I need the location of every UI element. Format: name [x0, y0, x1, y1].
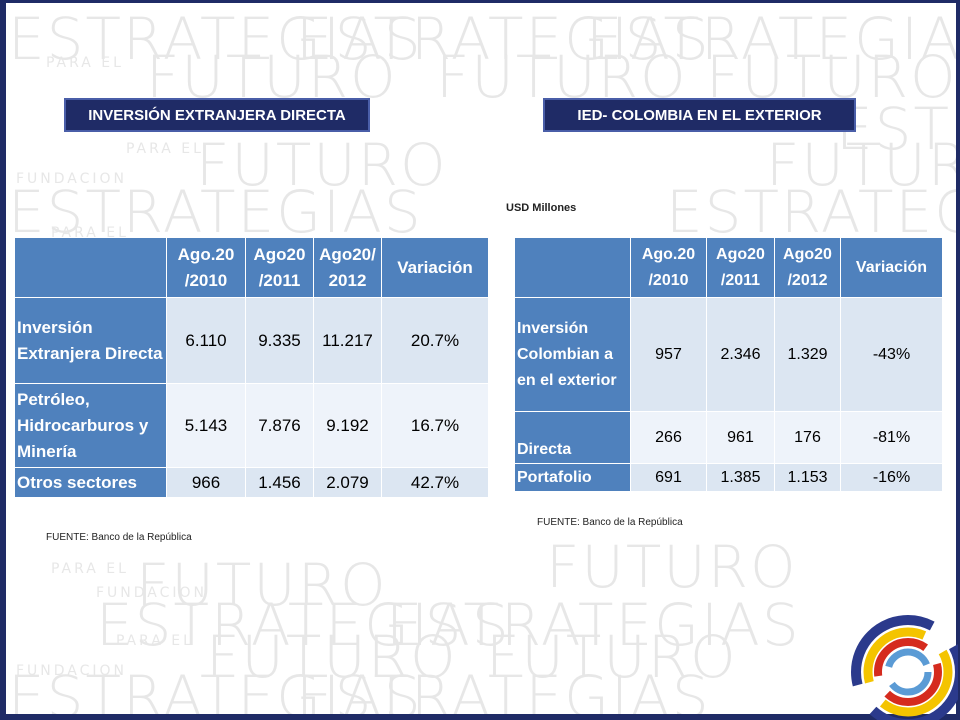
table-row: Petróleo, Hidrocarburos y Minería 5.143 … — [14, 383, 489, 468]
table-cell: 16.7% — [381, 383, 489, 468]
header-cell: Ago.20 /2010 — [166, 237, 246, 298]
header-text: Ago20 /2011 — [716, 245, 765, 289]
table-row: Inversión Colombian a en el exterior 957… — [514, 297, 943, 412]
table-row: Directa 266 961 176 -81% — [514, 411, 943, 464]
table-cell: 42.7% — [381, 467, 489, 498]
table-cell: 20.7% — [381, 297, 489, 384]
table-cell: 9.192 — [313, 383, 382, 468]
table-cell: 1.329 — [774, 297, 841, 412]
header-cell: Ago20 /2012 — [774, 237, 841, 298]
table-cell: -43% — [840, 297, 943, 412]
left-section-title: INVERSIÓN EXTRANJERA DIRECTA — [64, 98, 370, 132]
header-cell: Ago20 /2011 — [706, 237, 775, 298]
row-label: Directa — [514, 411, 631, 464]
table-cell: 176 — [774, 411, 841, 464]
table-header-row: Ago.20 /2010 Ago20 /2011 Ago20 /2012 Var… — [514, 237, 943, 298]
table-cell: -16% — [840, 463, 943, 492]
header-cell: Variación — [381, 237, 489, 298]
table-cell: 691 — [630, 463, 707, 492]
table-cell: 11.217 — [313, 297, 382, 384]
header-cell: Ago20/ 2012 — [313, 237, 382, 298]
table-cell: 9.335 — [245, 297, 314, 384]
table-row: Inversión Extranjera Directa 6.110 9.335… — [14, 297, 489, 384]
table-cell: 2.346 — [706, 297, 775, 412]
row-label: Petróleo, Hidrocarburos y Minería — [14, 383, 167, 468]
header-cell: Ago20 /2011 — [245, 237, 314, 298]
header-text: Ago20 /2011 — [253, 244, 306, 290]
table-header-row: Ago.20 /2010 Ago20 /2011 Ago20/ 2012 Var… — [14, 237, 489, 298]
header-cell: Variación — [840, 237, 943, 298]
table-cell: 6.110 — [166, 297, 246, 384]
header-cell — [14, 237, 167, 298]
fundacion-circular-logo-icon — [851, 615, 958, 720]
right-source-note: FUENTE: Banco de la República — [537, 517, 683, 528]
header-text: Ago.20 /2010 — [177, 244, 235, 290]
table-cell: 7.876 — [245, 383, 314, 468]
table-cell: 961 — [706, 411, 775, 464]
row-label: Inversión Colombian a en el exterior — [514, 297, 631, 412]
header-cell: Ago.20 /2010 — [630, 237, 707, 298]
header-text: Ago20/ 2012 — [319, 244, 376, 290]
right-ied-table: Ago.20 /2010 Ago20 /2011 Ago20 /2012 Var… — [514, 237, 943, 492]
header-text: Ago.20 /2010 — [641, 245, 696, 289]
header-cell — [514, 237, 631, 298]
table-cell: 5.143 — [166, 383, 246, 468]
left-source-note: FUENTE: Banco de la República — [46, 532, 192, 543]
left-ied-table: Ago.20 /2010 Ago20 /2011 Ago20/ 2012 Var… — [14, 237, 489, 498]
table-cell: 1.385 — [706, 463, 775, 492]
table-cell: -81% — [840, 411, 943, 464]
table-cell: 1.153 — [774, 463, 841, 492]
table-cell: 966 — [166, 467, 246, 498]
row-label: Otros sectores — [14, 467, 167, 498]
table-row: Portafolio 691 1.385 1.153 -16% — [514, 463, 943, 492]
row-label: Portafolio — [514, 463, 631, 492]
header-text: Ago20 /2012 — [783, 245, 832, 289]
row-label: Inversión Extranjera Directa — [14, 297, 167, 384]
right-section-title: IED- COLOMBIA EN EL EXTERIOR — [543, 98, 856, 132]
table-cell: 2.079 — [313, 467, 382, 498]
table-row: Otros sectores 966 1.456 2.079 42.7% — [14, 467, 489, 498]
table-cell: 957 — [630, 297, 707, 412]
table-cell: 1.456 — [245, 467, 314, 498]
unit-label: USD Millones — [506, 202, 577, 214]
table-cell: 266 — [630, 411, 707, 464]
